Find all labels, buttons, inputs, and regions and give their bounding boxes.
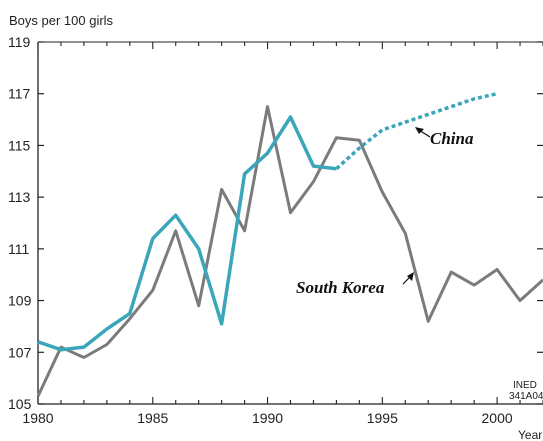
y-tick-label: 113 <box>8 189 31 205</box>
x-axis-title: Year <box>518 428 542 441</box>
x-tick-label: 1995 <box>367 410 398 426</box>
y-tick-label: 119 <box>8 34 31 50</box>
y-ticks: 105 107 109 111 113 115 117 119 <box>8 34 543 412</box>
y-tick-label: 105 <box>8 396 32 412</box>
south-korea-arrowhead <box>407 272 414 281</box>
china-arrowhead <box>415 127 424 134</box>
south-korea-series-line <box>36 105 543 397</box>
china-annotation: China <box>415 127 474 148</box>
y-tick-label: 107 <box>8 344 32 360</box>
south-korea-annotation: South Korea <box>296 272 414 297</box>
china-series-line <box>37 115 337 352</box>
x-tick-label: 1990 <box>252 410 283 426</box>
y-tick-label: 109 <box>8 293 32 309</box>
source-note-1: INED <box>513 380 537 391</box>
x-tick-label: 2000 <box>482 410 513 426</box>
x-ticks: 1980 1985 1990 1995 2000 <box>22 42 543 426</box>
y-tick-label: 117 <box>8 86 31 102</box>
y-tick-label: 115 <box>8 137 31 153</box>
china-projection-line <box>335 91 498 171</box>
axes <box>37 41 543 405</box>
series-lines <box>36 91 543 397</box>
south-korea-label: South Korea <box>296 278 385 297</box>
y-axis-title: Boys per 100 girls <box>9 13 114 28</box>
china-label: China <box>430 129 474 148</box>
x-tick-label: 1980 <box>22 410 53 426</box>
y-tick-label: 111 <box>8 241 29 257</box>
source-note-2: 341A04 <box>509 391 543 402</box>
x-tick-label: 1985 <box>137 410 168 426</box>
